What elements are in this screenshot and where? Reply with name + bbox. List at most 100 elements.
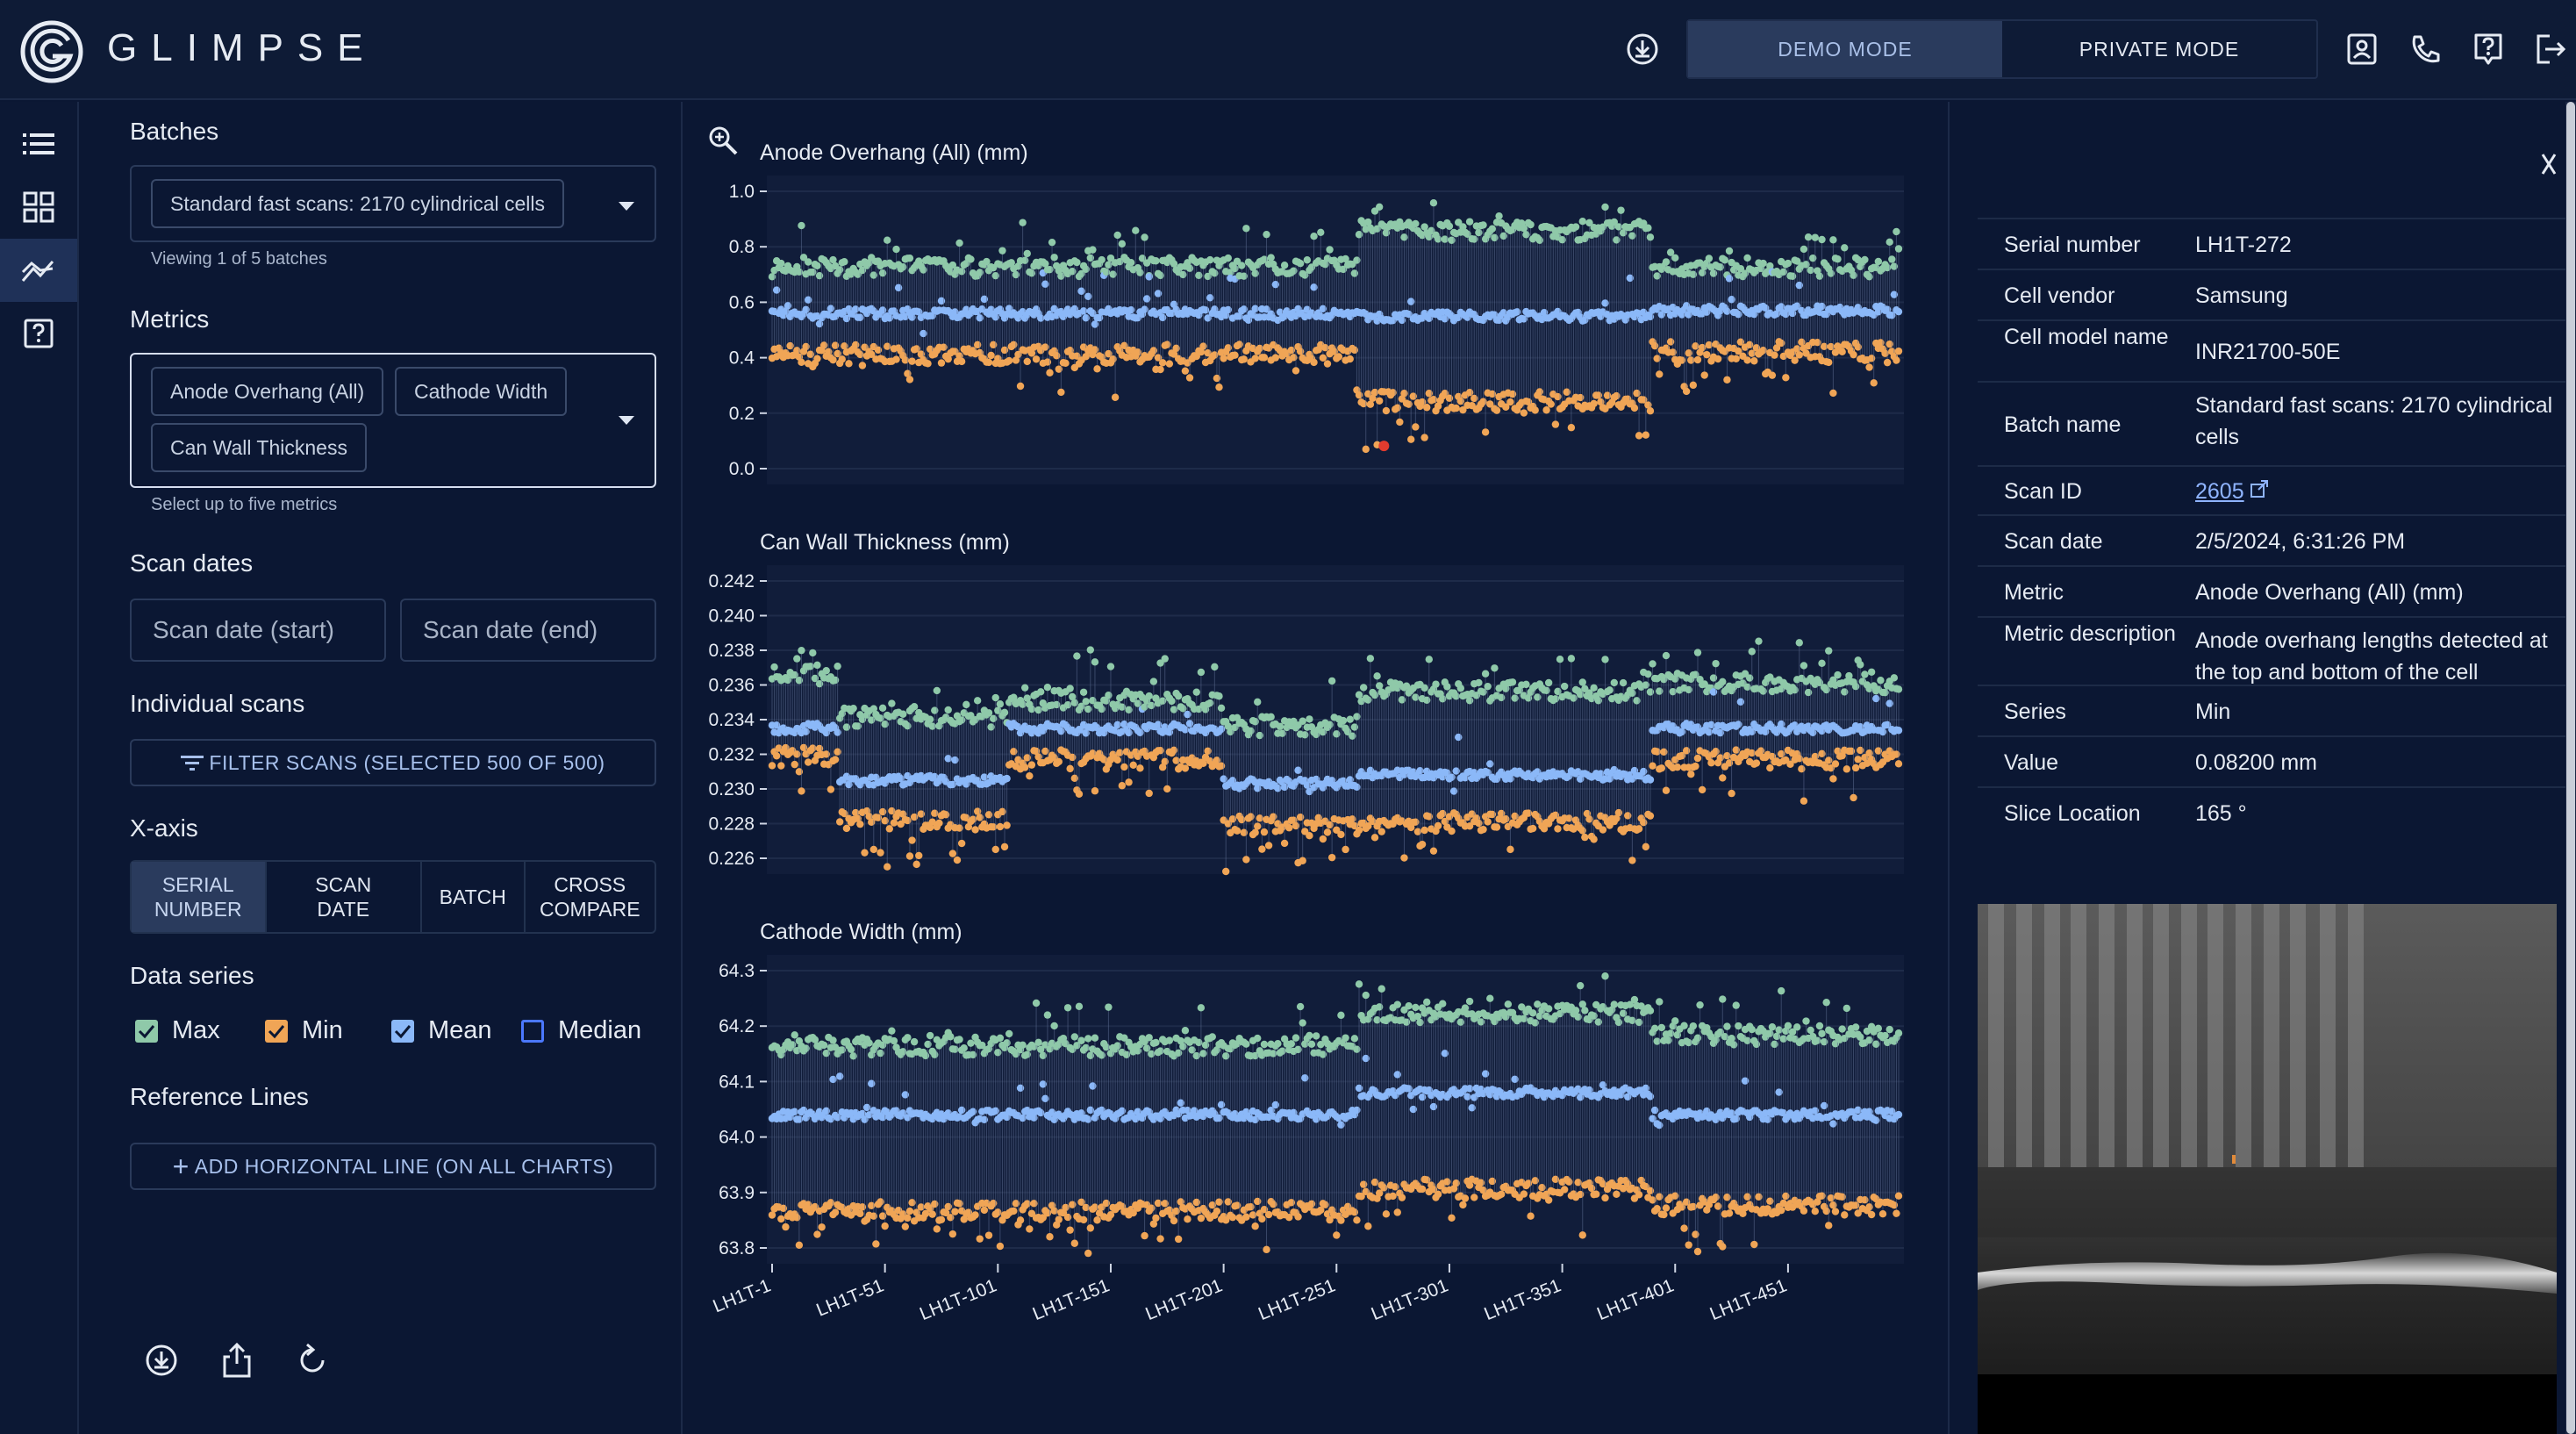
- min-point: [1046, 1233, 1054, 1241]
- max-point: [1184, 259, 1191, 267]
- max-point: [1671, 254, 1679, 262]
- min-point: [941, 1208, 950, 1217]
- zoom-icon[interactable]: [707, 125, 739, 156]
- scan-date-end-input[interactable]: Scan date (end): [400, 599, 656, 662]
- max-point: [1585, 219, 1593, 227]
- min-point: [1355, 826, 1363, 835]
- max-point: [1091, 1034, 1099, 1042]
- min-point: [1199, 759, 1207, 768]
- min-point: [1335, 353, 1343, 361]
- max-point: [1066, 685, 1074, 692]
- y-tick-label: 0.232: [708, 745, 755, 765]
- control-panel: Batches Standard fast scans: 2170 cylind…: [81, 102, 683, 1434]
- max-point: [1481, 670, 1490, 678]
- min-point: [1540, 825, 1549, 833]
- series-max-checkbox[interactable]: Max: [135, 1016, 220, 1045]
- series-median-checkbox[interactable]: Median: [521, 1016, 641, 1045]
- max-point: [1043, 1011, 1052, 1019]
- min-point: [1145, 789, 1153, 798]
- add-horizontal-line-button[interactable]: + ADD HORIZONTAL LINE (ON ALL CHARTS): [130, 1143, 656, 1190]
- demo-mode-button[interactable]: DEMO MODE: [1688, 21, 2002, 77]
- private-mode-button[interactable]: PRIVATE MODE: [2079, 37, 2240, 61]
- min-point: [1396, 418, 1404, 427]
- max-point: [1662, 651, 1671, 660]
- min-point: [877, 849, 884, 857]
- max-point: [819, 1041, 828, 1050]
- series-mean-checkbox[interactable]: Mean: [391, 1016, 492, 1045]
- max-point: [1610, 678, 1618, 687]
- min-point: [1692, 762, 1699, 771]
- min-point: [1459, 405, 1467, 414]
- max-point: [1280, 261, 1289, 269]
- min-point: [1242, 856, 1250, 864]
- batch-chip[interactable]: Standard fast scans: 2170 cylindrical ce…: [151, 179, 564, 228]
- min-point: [1771, 351, 1778, 359]
- min-point: [1590, 835, 1598, 843]
- min-point: [1700, 371, 1708, 379]
- scan-date-start-input[interactable]: Scan date (start): [130, 599, 386, 662]
- x-axis-serial-number[interactable]: SERIAL NUMBER: [132, 862, 267, 932]
- max-point: [1050, 254, 1058, 262]
- nav-help[interactable]: [0, 302, 77, 365]
- reset-icon[interactable]: [293, 1341, 332, 1380]
- metrics-helper: Select up to five metrics: [151, 495, 338, 514]
- x-axis-scan-date[interactable]: SCAN DATE: [267, 862, 422, 932]
- plot-area: [767, 176, 1904, 484]
- max-point: [798, 646, 805, 655]
- max-point: [1725, 247, 1734, 255]
- nav-list[interactable]: [0, 112, 77, 176]
- metric-chip[interactable]: Cathode Width: [395, 367, 568, 416]
- download-icon[interactable]: [142, 1341, 181, 1380]
- phone-icon[interactable]: [2406, 30, 2444, 68]
- max-point: [1127, 259, 1135, 267]
- min-point: [890, 819, 898, 827]
- min-point: [772, 752, 781, 760]
- min-point: [1520, 409, 1528, 417]
- y-tick-label: 0.0: [729, 459, 755, 479]
- min-point: [1184, 1215, 1191, 1223]
- series-min-label: Min: [302, 1016, 343, 1044]
- min-point: [1657, 764, 1666, 772]
- metric-chip[interactable]: Can Wall Thickness: [151, 423, 367, 472]
- help-icon[interactable]: [2469, 30, 2508, 68]
- max-point: [1375, 682, 1384, 690]
- min-point: [904, 1214, 912, 1222]
- account-icon[interactable]: [2343, 30, 2381, 68]
- metric-chip[interactable]: Anode Overhang (All): [151, 367, 384, 416]
- nav-grid[interactable]: [0, 176, 77, 239]
- max-point: [1825, 647, 1833, 655]
- min-point: [1299, 857, 1306, 864]
- min-point: [1420, 826, 1428, 835]
- min-point: [1306, 831, 1313, 840]
- min-point: [1366, 400, 1375, 408]
- nav-analytics[interactable]: [0, 239, 77, 302]
- min-point: [957, 357, 966, 366]
- metrics-select[interactable]: Anode Overhang (All) Cathode Width Can W…: [130, 353, 656, 488]
- min-point: [1506, 398, 1514, 406]
- min-point: [1129, 761, 1137, 770]
- min-point: [1228, 1213, 1237, 1222]
- y-tick-label: 64.1: [719, 1072, 755, 1092]
- min-point: [1551, 420, 1560, 428]
- min-point: [856, 1209, 864, 1218]
- max-point: [1443, 683, 1451, 691]
- max-point: [1217, 704, 1226, 712]
- min-point: [1222, 1216, 1230, 1224]
- min-point: [1687, 770, 1695, 778]
- charts-svg[interactable]: 1.0 0.8 0.6 0.4 0.2 0.0 0.242 0.240 0.238 0.236 0.…: [684, 102, 1948, 1434]
- max-point: [1224, 722, 1232, 730]
- filter-scans-button[interactable]: FILTER SCANS (SELECTED 500 OF 500): [130, 739, 656, 786]
- x-axis-batch[interactable]: BATCH: [422, 862, 526, 932]
- max-point: [1522, 680, 1530, 689]
- min-point: [1251, 1222, 1259, 1230]
- min-point: [1260, 354, 1269, 362]
- x-axis-cross-compare[interactable]: CROSS COMPARE: [539, 873, 640, 921]
- batches-select[interactable]: Standard fast scans: 2170 cylindrical ce…: [130, 165, 656, 242]
- series-min-checkbox[interactable]: Min: [265, 1016, 343, 1045]
- share-icon[interactable]: [218, 1341, 256, 1380]
- min-point: [813, 355, 821, 362]
- min-point: [1364, 822, 1372, 830]
- mean-point: [1894, 727, 1903, 735]
- logout-icon[interactable]: [2530, 30, 2569, 68]
- download-icon[interactable]: [1623, 30, 1662, 68]
